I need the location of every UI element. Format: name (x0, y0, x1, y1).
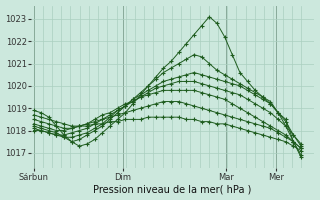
X-axis label: Pression niveau de la mer( hPa ): Pression niveau de la mer( hPa ) (93, 184, 252, 194)
